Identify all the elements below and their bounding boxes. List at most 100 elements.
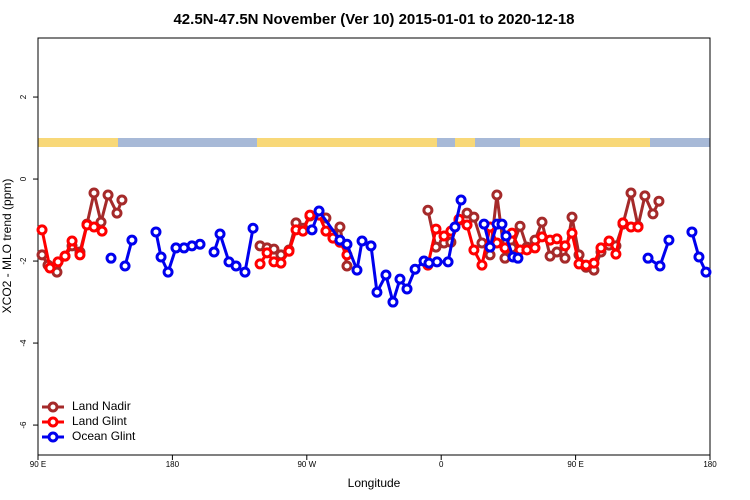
land-band	[38, 138, 118, 147]
y-tick-label: -6	[19, 421, 28, 429]
data-point	[588, 257, 600, 269]
data-point	[111, 207, 123, 219]
data-point	[52, 256, 64, 268]
data-point	[254, 258, 266, 270]
data-point	[102, 189, 114, 201]
x-axis-label: Longitude	[348, 476, 401, 490]
data-point	[512, 252, 524, 264]
data-point	[105, 252, 117, 264]
data-point	[116, 194, 128, 206]
data-point	[230, 260, 242, 272]
legend-label: Ocean Glint	[72, 429, 136, 443]
data-point	[500, 230, 512, 242]
data-point	[461, 219, 473, 231]
legend-label: Land Nadir	[72, 399, 131, 413]
ocean-band	[437, 138, 520, 147]
data-point	[476, 259, 488, 271]
x-tick-label: 90 W	[297, 460, 316, 469]
data-point	[155, 251, 167, 263]
data-point	[371, 286, 383, 298]
land-band	[520, 138, 650, 147]
data-point	[566, 227, 578, 239]
data-point	[468, 244, 480, 256]
data-point	[610, 248, 622, 260]
data-point	[438, 230, 450, 242]
data-point	[639, 190, 651, 202]
data-point	[529, 242, 541, 254]
data-point	[313, 205, 325, 217]
data-point	[496, 218, 508, 230]
data-point	[491, 189, 503, 201]
data-point	[247, 222, 259, 234]
data-point	[686, 226, 698, 238]
x-tick-label: 90 E	[30, 460, 46, 469]
data-point	[468, 211, 480, 223]
data-point	[96, 225, 108, 237]
land-band	[455, 138, 475, 147]
y-axis-label: XCO2 - MLO trend (ppm)	[0, 179, 14, 314]
data-point	[566, 211, 578, 223]
data-point	[74, 249, 86, 261]
data-point	[275, 257, 287, 269]
data-point	[88, 221, 100, 233]
data-point	[341, 260, 353, 272]
data-point	[126, 234, 138, 246]
data-point	[44, 262, 56, 274]
data-point	[551, 246, 563, 258]
land-ocean-strip	[38, 138, 710, 147]
data-point	[455, 194, 467, 206]
data-point	[387, 296, 399, 308]
data-point	[36, 249, 48, 261]
data-point	[431, 256, 443, 268]
data-point	[283, 245, 295, 257]
x-tick-label: 180	[166, 460, 180, 469]
data-point	[150, 226, 162, 238]
y-tick-label: -4	[19, 339, 28, 347]
data-point	[663, 234, 675, 246]
chart-title: 42.5N-47.5N November (Ver 10) 2015-01-01…	[173, 11, 574, 28]
legend-marker	[47, 401, 59, 413]
data-point	[442, 256, 454, 268]
data-point	[297, 225, 309, 237]
data-point	[341, 238, 353, 250]
data-point	[394, 273, 406, 285]
data-point	[351, 264, 363, 276]
data-point	[36, 224, 48, 236]
data-point	[559, 252, 571, 264]
data-point	[430, 223, 442, 235]
y-tick-label: 2	[19, 94, 28, 99]
data-point	[603, 235, 615, 247]
data-point	[632, 221, 644, 233]
data-point	[320, 225, 332, 237]
data-point	[551, 233, 563, 245]
data-point	[239, 266, 251, 278]
data-point	[653, 195, 665, 207]
data-point	[214, 228, 226, 240]
legend-marker	[47, 416, 59, 428]
data-point	[409, 263, 421, 275]
data-point	[356, 235, 368, 247]
data-point	[693, 251, 705, 263]
ocean-band	[650, 138, 710, 147]
data-point	[365, 240, 377, 252]
legend-label: Land Glint	[72, 414, 127, 428]
data-point	[617, 217, 629, 229]
data-point	[700, 266, 712, 278]
x-tick-label: 90 E	[567, 460, 583, 469]
data-point	[88, 187, 100, 199]
land-band	[257, 138, 437, 147]
data-point	[449, 221, 461, 233]
y-tick-label: 0	[19, 176, 28, 181]
data-point	[478, 218, 490, 230]
data-point	[261, 247, 273, 259]
data-point	[304, 209, 316, 221]
data-point	[642, 252, 654, 264]
data-point	[208, 246, 220, 258]
plot-frame	[37, 37, 711, 456]
data-point	[536, 216, 548, 228]
data-point	[380, 269, 392, 281]
data-point	[514, 220, 526, 232]
data-point	[162, 266, 174, 278]
